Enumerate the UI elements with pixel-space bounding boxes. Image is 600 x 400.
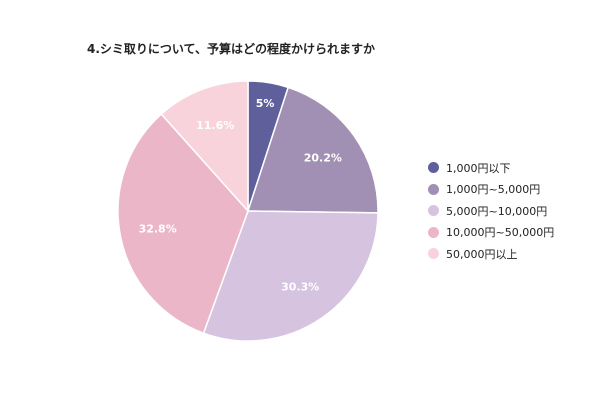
slice-label: 11.6% (196, 119, 234, 132)
slice-label: 32.8% (139, 222, 177, 235)
legend-swatch (428, 162, 439, 174)
legend-swatch (428, 183, 439, 195)
legend-swatch (428, 248, 439, 260)
pie-slice (160, 80, 249, 213)
legend-item: 50,000円以上 (428, 243, 554, 265)
slice-label: 5% (256, 97, 275, 110)
legend-label: 10,000円~50,000円 (446, 226, 555, 240)
legend-label: 1,000円以下 (446, 161, 511, 175)
legend-swatch (428, 226, 439, 238)
legend-item: 1,000円以下 (428, 157, 554, 179)
legend-item: 5,000円~10,000円 (428, 200, 554, 222)
legend-label: 50,000円以上 (446, 247, 518, 261)
legend-item: 10,000円~50,000円 (428, 222, 554, 244)
slice-label: 30.3% (281, 281, 319, 294)
legend-label: 1,000円~5,000円 (446, 183, 541, 197)
legend-label: 5,000円~10,000円 (446, 204, 548, 218)
legend-item: 1,000円~5,000円 (428, 179, 554, 201)
chart-title: 4.シミ取りについて、予算はどの程度かけられますか (87, 42, 375, 56)
slice-label: 20.2% (304, 151, 342, 164)
pie-slice (202, 210, 379, 342)
pie-slice (246, 86, 379, 214)
legend: 1,000円以下 1,000円~5,000円 5,000円~10,000円 10,00… (428, 157, 554, 265)
legend-swatch (428, 205, 439, 217)
pie-slice (117, 113, 249, 335)
